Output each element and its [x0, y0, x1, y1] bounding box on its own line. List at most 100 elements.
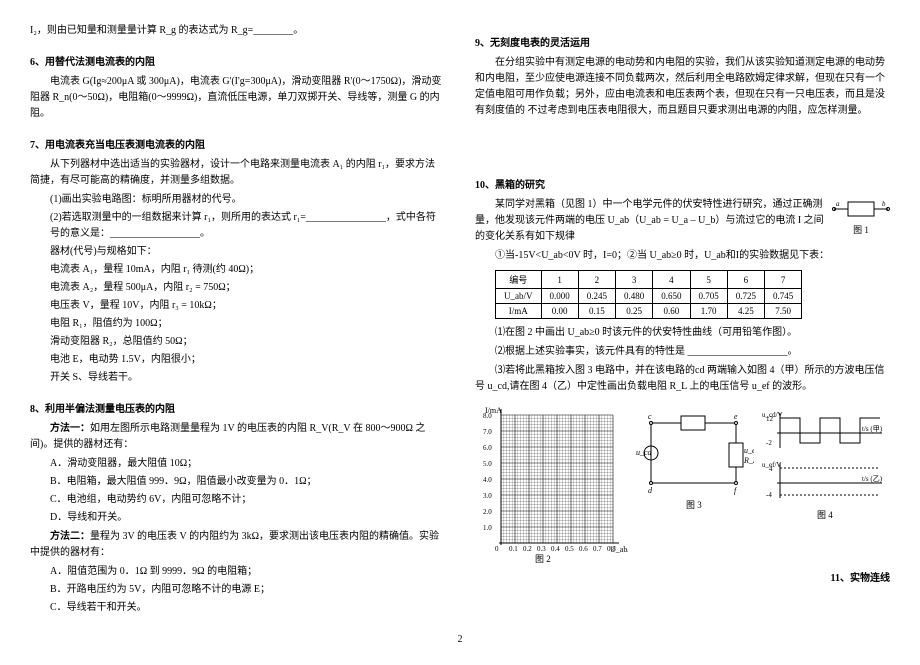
- svg-text:2.0: 2.0: [483, 508, 492, 516]
- fig4-caption: 图 4: [817, 510, 833, 520]
- figure-2: 00.10.20.30.40.50.60.70.81.02.03.04.05.0…: [475, 403, 628, 563]
- section-11-title: 11、实物连线: [475, 569, 890, 584]
- fig2-caption: 图 2: [535, 554, 551, 563]
- section-10-p1: 某同学对黑箱（见图 1）中一个电学元件的伏安特性进行研究，通过正确测量，他发现该…: [475, 197, 890, 245]
- r1-0: U_ab/V: [496, 289, 542, 304]
- m1-a: A．滑动变阻器，最大阻值 10Ω；: [50, 456, 445, 472]
- r2-7: 7.50: [765, 304, 802, 319]
- section-9-p1: 在分组实验中有测定电源的电动势和内电阻的实验，我们从该实验知道测定电源的电动势和…: [475, 55, 890, 119]
- lbl-c: c: [648, 412, 652, 421]
- r1-1: 0.000: [541, 289, 578, 304]
- lbl-f: f: [734, 486, 738, 495]
- section-10-p5: ⑶若将此黑箱按入图 3 电路中，并在该电路的cd 两端输入如图 4（甲）所示的方…: [475, 363, 890, 395]
- th-1: 1: [541, 271, 578, 289]
- m1-c: C．电池组，电动势约 6V，内阻可忽略不计；: [50, 492, 445, 508]
- m2-b: B．开路电压约为 5V，内阻可忽略不计的电源 E；: [50, 582, 445, 598]
- svg-text:4.0: 4.0: [483, 476, 492, 484]
- fig4-t2: t/s (乙): [862, 475, 883, 483]
- r2-1: 0.00: [541, 304, 578, 319]
- fig4-t1: t/s (甲): [862, 425, 883, 433]
- section-6-title: 6、用替代法测电流表的内阻: [30, 53, 445, 68]
- r2-2: 0.15: [578, 304, 615, 319]
- r1-5: 0.705: [690, 289, 727, 304]
- r1-2: 0.245: [578, 289, 615, 304]
- r2-0: I/mA: [496, 304, 542, 319]
- th-3: 3: [616, 271, 653, 289]
- th-7: 7: [765, 271, 802, 289]
- lbl-rl: R_L: [743, 456, 754, 465]
- method-2-head: 方法二：: [50, 531, 90, 542]
- th-5: 5: [690, 271, 727, 289]
- svg-text:1.0: 1.0: [483, 524, 492, 532]
- section-10-p2: ①当-15V<U_ab<0V 时，I=0；②当 U_ab≥0 时，U_ab和I的…: [475, 248, 890, 264]
- section-7-lm: 器材(代号)与规格如下：: [50, 244, 445, 260]
- fig3-caption: 图 3: [686, 500, 702, 510]
- svg-text:b: b: [882, 200, 886, 208]
- r1-4: 0.650: [653, 289, 690, 304]
- th-4: 4: [653, 271, 690, 289]
- th-2: 2: [578, 271, 615, 289]
- m2-a: A．阻值范围为 0．1Ω 到 9999．9Ω 的电阻箱；: [50, 564, 445, 580]
- svg-text:0.4: 0.4: [551, 545, 560, 553]
- svg-text:6.0: 6.0: [483, 444, 492, 452]
- svg-text:0.3: 0.3: [537, 545, 546, 553]
- method-1-head: 方法一：: [50, 423, 90, 434]
- r2-5: 1.70: [690, 304, 727, 319]
- section-10-title: 10、黑箱的研究: [475, 176, 890, 191]
- svg-text:7.0: 7.0: [483, 428, 492, 436]
- data-table: 编号 1 2 3 4 5 6 7 U_ab/V 0.000 0.245 0.48…: [495, 270, 802, 319]
- svg-text:0: 0: [495, 545, 499, 553]
- r1-6: 0.725: [727, 289, 764, 304]
- svg-text:3.0: 3.0: [483, 492, 492, 500]
- r2-3: 0.25: [616, 304, 653, 319]
- lbl-ucd: u_cd: [636, 448, 653, 457]
- svg-text:a: a: [836, 200, 840, 208]
- m1-b: B．电阻箱，最大阻值 999．9Ω，阻值最小改变量为 0．1Ω；: [50, 474, 445, 490]
- section-10-p4: ⑵根据上述实验事实，该元件具有的特性是 ____________________…: [475, 344, 890, 360]
- figure-3: c e d f u_cd R_L u_ef 图 3: [636, 403, 754, 513]
- svg-text:0.2: 0.2: [523, 545, 532, 553]
- top-fragment: I₂，则由已知量和测量量计算 R_g 的表达式为 R_g=________。: [30, 23, 445, 39]
- section-9-title: 9、无刻度电表的灵活运用: [475, 34, 890, 49]
- method-2-text: 量程为 3V 的电压表 V 的内阻约为 3kΩ，要求测出该电压表内阻的精确值。实…: [30, 531, 439, 558]
- th-0: 编号: [496, 271, 542, 289]
- section-7-p1: 从下列器材中选出适当的实验器材，设计一个电路来测量电流表 A₁ 的内阻 r₁，要…: [30, 157, 445, 189]
- m1-d: D．导线和开关。: [50, 510, 445, 526]
- ytm2: -2: [766, 439, 772, 447]
- th-6: 6: [727, 271, 764, 289]
- section-7-d1: 电流表 A₁，量程 10mA，内阻 r₁ 待测(约 40Ω)；: [50, 262, 445, 278]
- section-10-p3: ⑴在图 2 中画出 U_ab≥0 时该元件的伏安特性曲线（可用铅笔作图）。: [475, 325, 890, 341]
- svg-text:0.1: 0.1: [509, 545, 518, 553]
- r1-7: 0.745: [765, 289, 802, 304]
- section-7-d3: 电压表 V，量程 10V，内阻 r₃ = 10kΩ；: [50, 298, 445, 314]
- section-7-d2: 电流表 A₂，量程 500μA，内阻 r₂ = 750Ω；: [50, 280, 445, 296]
- section-7-d4: 电阻 R₁，阻值约为 100Ω；: [50, 316, 445, 332]
- section-8-title: 8、利用半偏法测量电压表的内阻: [30, 400, 445, 415]
- page-number: 2: [30, 634, 890, 645]
- section-7-d7: 开关 S、导线若干。: [50, 370, 445, 386]
- fig2-ylabel: I/mA: [485, 406, 502, 415]
- blackbox-icon: a b: [832, 199, 890, 223]
- figure-1: a b 图 1: [832, 199, 890, 236]
- svg-text:0.6: 0.6: [579, 545, 588, 553]
- section-6-p1: 电流表 G(Ig≈200μA 或 300μA)，电流表 G'(I'g=300μA…: [30, 74, 445, 122]
- left-column: I₂，则由已知量和测量量计算 R_g 的表达式为 R_g=________。 6…: [30, 20, 445, 618]
- method-1-text: 如用左图所示电路测量量程为 1V 的电压表的内阻 R_V(R_V 在 800～9…: [30, 423, 425, 450]
- r2-4: 0.60: [653, 304, 690, 319]
- lbl-e: e: [734, 412, 738, 421]
- figure-4: u_cd/V 12 -2 t/s (甲) u_ef/V 4 -4 t/s (乙)…: [762, 403, 890, 523]
- r2-6: 4.25: [727, 304, 764, 319]
- fig2-xlabel: U_ab/V: [610, 545, 628, 554]
- figure-1-label: 图 1: [832, 223, 890, 236]
- section-7-d6: 电池 E，电动势 1.5V，内阻很小；: [50, 352, 445, 368]
- section-7-l2: (2)若选取测量中的一组数据来计算 r₁，则所用的表达式 r₁=________…: [50, 210, 445, 242]
- lbl-d: d: [648, 486, 653, 495]
- yt12: 12: [766, 415, 774, 423]
- section-7-l1: (1)画出实验电路图：标明所用器材的代号。: [50, 192, 445, 208]
- r1-3: 0.480: [616, 289, 653, 304]
- svg-text:0.5: 0.5: [565, 545, 574, 553]
- yb4: 4: [769, 465, 773, 473]
- svg-text:5.0: 5.0: [483, 460, 492, 468]
- ybm4: -4: [766, 491, 772, 499]
- right-column: 9、无刻度电表的灵活运用 在分组实验中有测定电源的电动势和内电阻的实验，我们从该…: [475, 20, 890, 618]
